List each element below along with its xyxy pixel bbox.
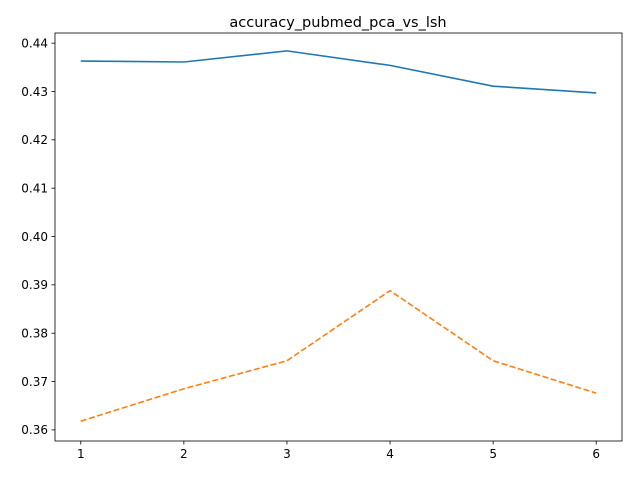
x-tick-label: 4 bbox=[386, 447, 394, 461]
y-tick-label: 0.40 bbox=[21, 230, 48, 244]
chart-title: accuracy_pubmed_pca_vs_lsh bbox=[229, 15, 446, 31]
x-tick-label: 3 bbox=[283, 447, 291, 461]
y-tick-label: 0.39 bbox=[21, 278, 48, 292]
axes-frame bbox=[54, 32, 623, 442]
x-tick-label: 2 bbox=[180, 447, 188, 461]
y-tick-label: 0.42 bbox=[21, 133, 48, 147]
x-tick-label: 5 bbox=[489, 447, 497, 461]
x-tick-label: 6 bbox=[592, 447, 600, 461]
y-tick-label: 0.44 bbox=[21, 36, 48, 50]
y-tick-label: 0.37 bbox=[21, 375, 48, 389]
x-tick-label: 1 bbox=[77, 447, 85, 461]
y-tick-label: 0.36 bbox=[21, 423, 48, 437]
y-tick-label: 0.43 bbox=[21, 85, 48, 99]
plot-area: 1 2 3 4 5 6 0.36 0.37 0.38 0.39 0.40 0.41 0.42 0.43 0.… bbox=[21, 32, 623, 461]
y-tick-label: 0.41 bbox=[21, 181, 48, 195]
series-line-1 bbox=[80, 50, 597, 94]
series-line-2 bbox=[80, 289, 597, 422]
y-tick-label: 0.38 bbox=[21, 326, 48, 340]
